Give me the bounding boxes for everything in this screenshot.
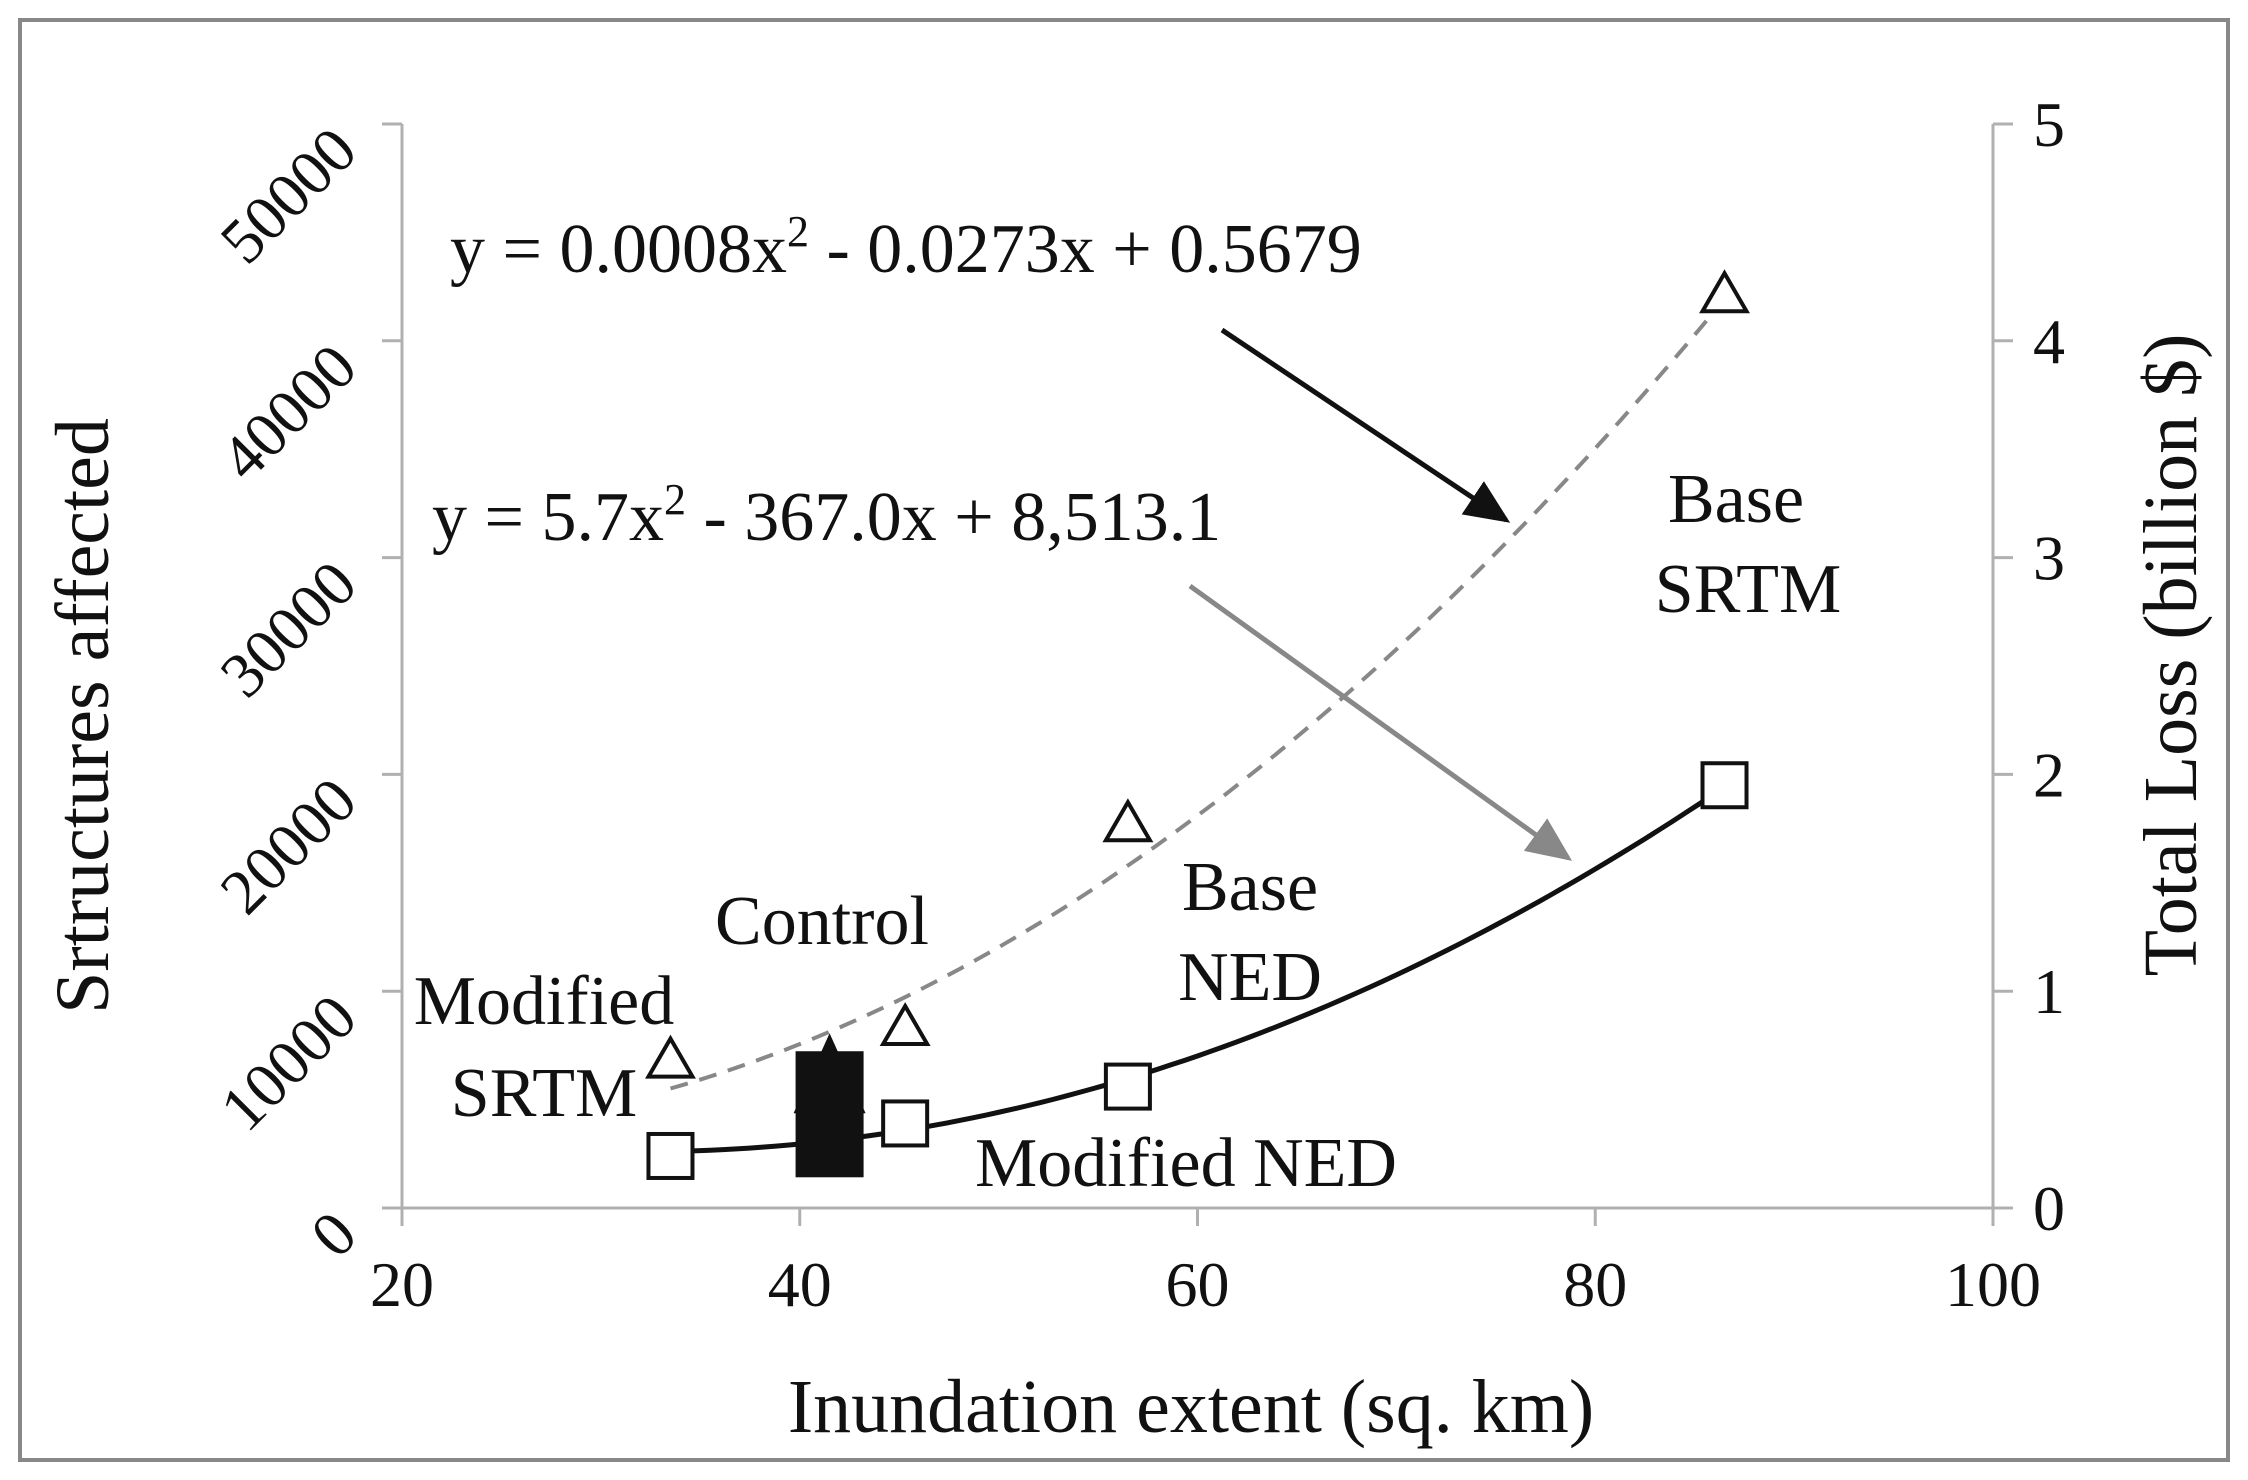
structures-equation-exp: 2 [664,475,686,524]
structures-point [1699,269,1750,314]
label-base-srtm-line2: SRTM [1655,551,1841,628]
y-axis-title: Srtructures affected [41,418,125,1014]
structures-equation-post: - 367.0x + 8,513.1 [686,479,1221,556]
x-tick-label: 60 [1166,1249,1230,1320]
structures-point [1102,798,1154,843]
x-tick-label: 100 [1945,1249,2041,1320]
y2-tick-labels: 0 1 2 3 4 5 [2033,89,2065,1244]
x-tick-label: 80 [1563,1249,1627,1320]
x-tick-label: 20 [370,1249,434,1320]
y2-tick-label: 0 [2033,1173,2065,1244]
y2-tick-label: 3 [2033,523,2065,594]
label-base-ned-line1: Base [1182,849,1318,926]
loss-point [1700,761,1749,810]
markers [645,269,1750,1180]
axes [382,122,2013,1226]
y2-axis-title: Total Loss (billion $) [2129,334,2213,977]
structures-point [879,1002,931,1047]
structures-equation-arrow [1188,583,1573,861]
label-control: Control [715,883,929,960]
label-base-srtm-line1: Base [1668,461,1804,538]
loss-fit-line [669,297,1727,1091]
loss-equation-pre: y = 0.0008x [450,211,787,288]
loss-point [1103,1062,1152,1111]
loss-point [881,1099,930,1148]
loss-equation-exp: 2 [787,207,809,256]
loss-equation-arrow [1220,327,1511,523]
y2-tick-label: 4 [2033,306,2065,377]
loss-equation-post: - 0.0273x + 0.5679 [809,211,1362,288]
loss-point [646,1131,695,1180]
x-tick-labels: 20 40 60 80 100 [370,1249,2041,1320]
x-axis-title: Inundation extent (sq. km) [788,1365,1594,1449]
structures-point [645,1034,696,1079]
label-modified-srtm-line2: SRTM [451,1055,637,1132]
y2-tick-label: 2 [2033,739,2065,810]
y2-tick-label: 1 [2033,956,2065,1027]
loss-equation: y = 0.0008x2 - 0.0273x + 0.5679 [450,207,1362,288]
label-base-ned-line2: NED [1178,939,1322,1016]
label-modified-ned: Modified NED [975,1125,1397,1202]
structures-equation: y = 5.7x2 - 367.0x + 8,513.1 [432,475,1221,556]
y2-tick-label: 5 [2033,89,2065,160]
structures-equation-pre: y = 5.7x [432,479,664,556]
figure-border [18,18,2230,1462]
control-point-triangle [793,1033,866,1114]
label-modified-srtm-line1: Modified [414,963,675,1040]
x-tick-label: 40 [768,1249,832,1320]
